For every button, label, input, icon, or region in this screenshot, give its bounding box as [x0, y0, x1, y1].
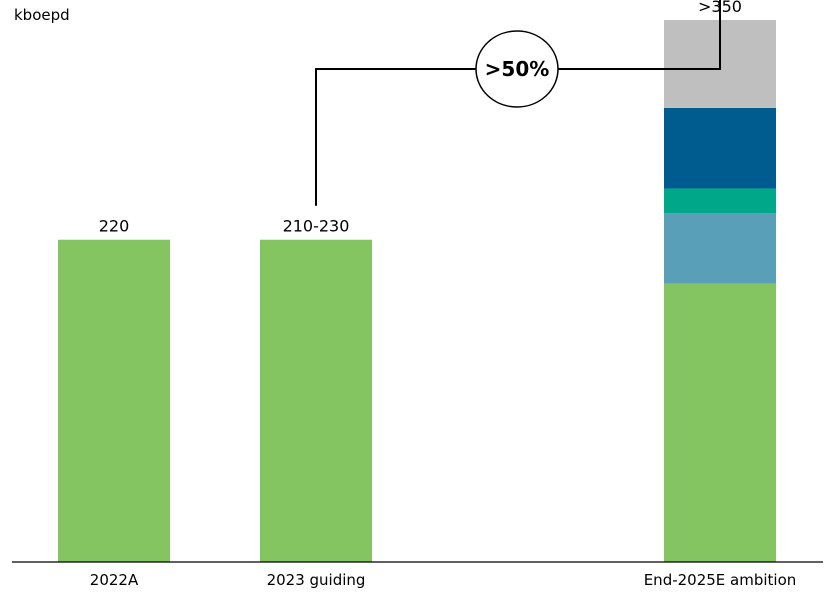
- bar-segment: [664, 107, 776, 189]
- bar-segment: [664, 188, 776, 214]
- bar-segment: [664, 283, 776, 562]
- bar-value-label: 220: [99, 217, 130, 236]
- bar-value-label: 210-230: [283, 217, 350, 236]
- category-label: 2023 guiding: [267, 571, 366, 589]
- category-label: End-2025E ambition: [644, 571, 797, 589]
- unit-label: kboepd: [14, 6, 70, 24]
- category-label: 2022A: [90, 571, 139, 589]
- growth-label: >50%: [485, 57, 550, 81]
- bar-segment: [58, 239, 170, 562]
- bar-segment: [260, 239, 372, 562]
- growth-circle: [475, 30, 559, 108]
- bar-segment: [664, 213, 776, 284]
